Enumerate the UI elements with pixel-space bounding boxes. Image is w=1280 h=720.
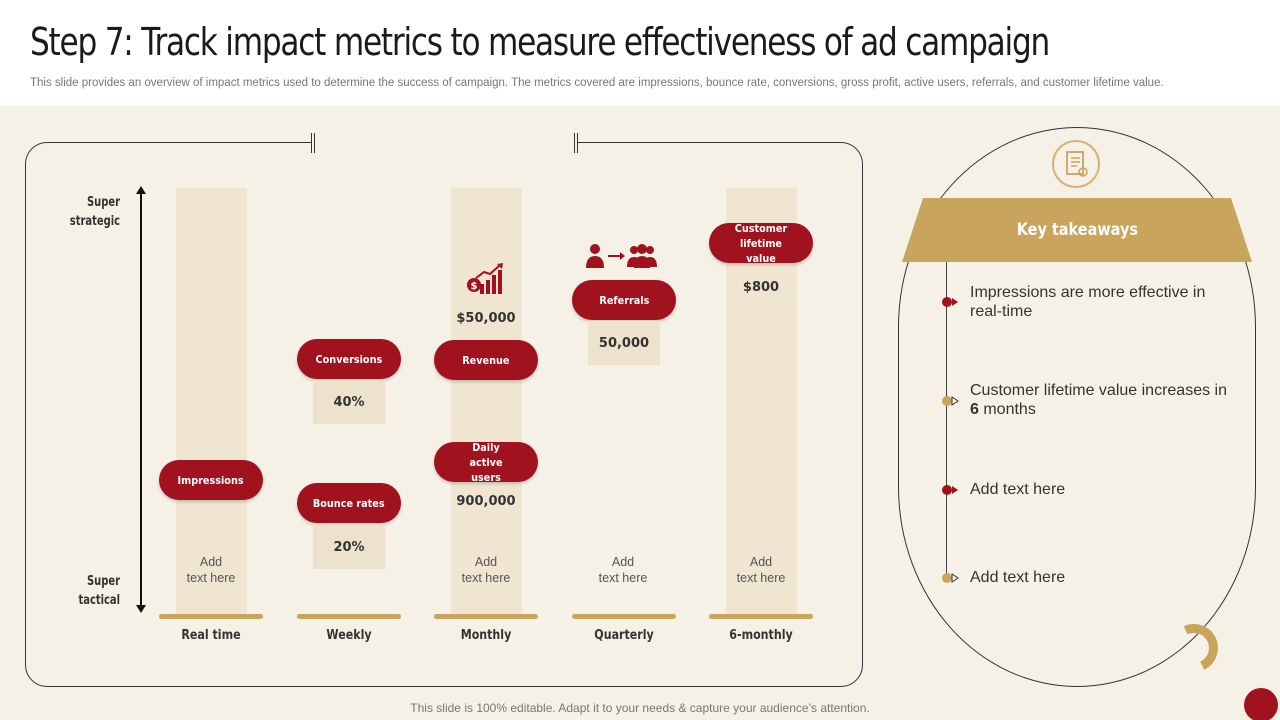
metric-value-customer-lifetime-value: $800 — [742, 280, 780, 295]
baseline-6-monthly — [709, 614, 813, 619]
takeaways-connector-line — [946, 262, 947, 580]
column-label-weekly: Weekly — [326, 628, 372, 643]
frame-tick-left — [311, 133, 312, 153]
metric-pill-customer-lifetime-value: Customer lifetime value — [709, 221, 813, 265]
footer-note: This slide is 100% editable. Adapt it to… — [410, 701, 870, 715]
takeaway-text: months — [978, 401, 1036, 418]
add-text-quarterly: Add text here — [598, 555, 648, 585]
axis-arrow-down-icon — [136, 605, 146, 613]
frame-tick-right — [574, 133, 575, 153]
column-bg-monthly — [451, 188, 522, 615]
metric-pill-referrals: Referrals — [572, 280, 676, 320]
bullet-arrow-icon — [941, 394, 959, 406]
bullet-arrow-icon — [941, 571, 959, 583]
metric-value-bounce-rates: 20% — [313, 525, 385, 569]
takeaway-bold: 6 — [970, 401, 979, 418]
metric-value-referrals: 50,000 — [588, 321, 660, 365]
takeaway-item-3: Add text here — [970, 481, 1066, 498]
column-label-real-time: Real time — [181, 628, 241, 643]
key-takeaways-title: Key takeaways — [1016, 220, 1138, 240]
add-text-6-monthly: Add text here — [736, 555, 786, 585]
growth-chart-icon: $ — [466, 262, 506, 301]
takeaway-item-2: Customer lifetime value increases in 6 m… — [970, 381, 1230, 419]
decorative-dot — [1244, 688, 1278, 720]
metric-label: Daily active users — [469, 440, 503, 484]
metric-value-revenue: $50,000 — [456, 311, 516, 326]
metric-label: Conversions — [315, 352, 383, 366]
metric-pill-impressions: Impressions — [159, 460, 263, 500]
key-takeaways-panel — [898, 127, 1256, 687]
axis-label-super-tactical: Super tactical — [78, 574, 120, 608]
column-label-6-monthly: 6-monthly — [729, 628, 793, 643]
takeaway-item-4: Add text here — [970, 569, 1066, 586]
metric-pill-conversions: Conversions — [297, 339, 401, 379]
metric-label: Revenue — [462, 353, 510, 367]
baseline-real-time — [159, 614, 263, 619]
bullet-arrow-icon — [941, 295, 958, 307]
column-label-monthly: Monthly — [460, 628, 512, 643]
add-text-monthly: Add text here — [461, 555, 511, 585]
add-text-real-time: Add text here — [186, 555, 236, 585]
frame-tick-right-2 — [577, 133, 578, 153]
key-takeaways-banner: Key takeaways — [902, 198, 1252, 262]
baseline-monthly — [434, 614, 538, 619]
svg-text:$: $ — [471, 281, 478, 292]
document-icon — [1052, 140, 1100, 188]
vertical-axis — [140, 190, 142, 610]
metric-label: Impressions — [177, 473, 245, 487]
metric-pill-bounce-rates: Bounce rates — [297, 483, 401, 523]
baseline-quarterly — [572, 614, 676, 619]
takeaway-item-1: Impressions are more effective in real-t… — [970, 284, 1206, 320]
metric-pill-revenue: Revenue — [434, 340, 538, 380]
column-label-quarterly: Quarterly — [594, 628, 654, 643]
bullet-arrow-icon — [941, 483, 958, 495]
takeaway-text: Customer lifetime value increases in — [970, 382, 1227, 399]
metric-label: Bounce rates — [313, 496, 385, 510]
metric-pill-daily-active-users: Daily active users — [434, 440, 538, 484]
baseline-weekly — [297, 614, 401, 619]
axis-label-super-strategic: Super strategic — [69, 195, 120, 229]
frame-tick-left-2 — [314, 133, 315, 153]
metric-value-daily-active-users: 900,000 — [456, 494, 516, 509]
referral-people-icon — [584, 242, 660, 275]
page-subtitle: This slide provides an overview of impac… — [30, 77, 1164, 89]
frame-gap — [311, 136, 577, 148]
column-bg-real-time — [176, 188, 247, 615]
metric-label: Customer lifetime value — [734, 221, 788, 265]
metric-value-conversions: 40% — [313, 380, 385, 424]
metric-label: Referrals — [599, 293, 649, 307]
page-title: Step 7: Track impact metrics to measure … — [30, 20, 1050, 64]
